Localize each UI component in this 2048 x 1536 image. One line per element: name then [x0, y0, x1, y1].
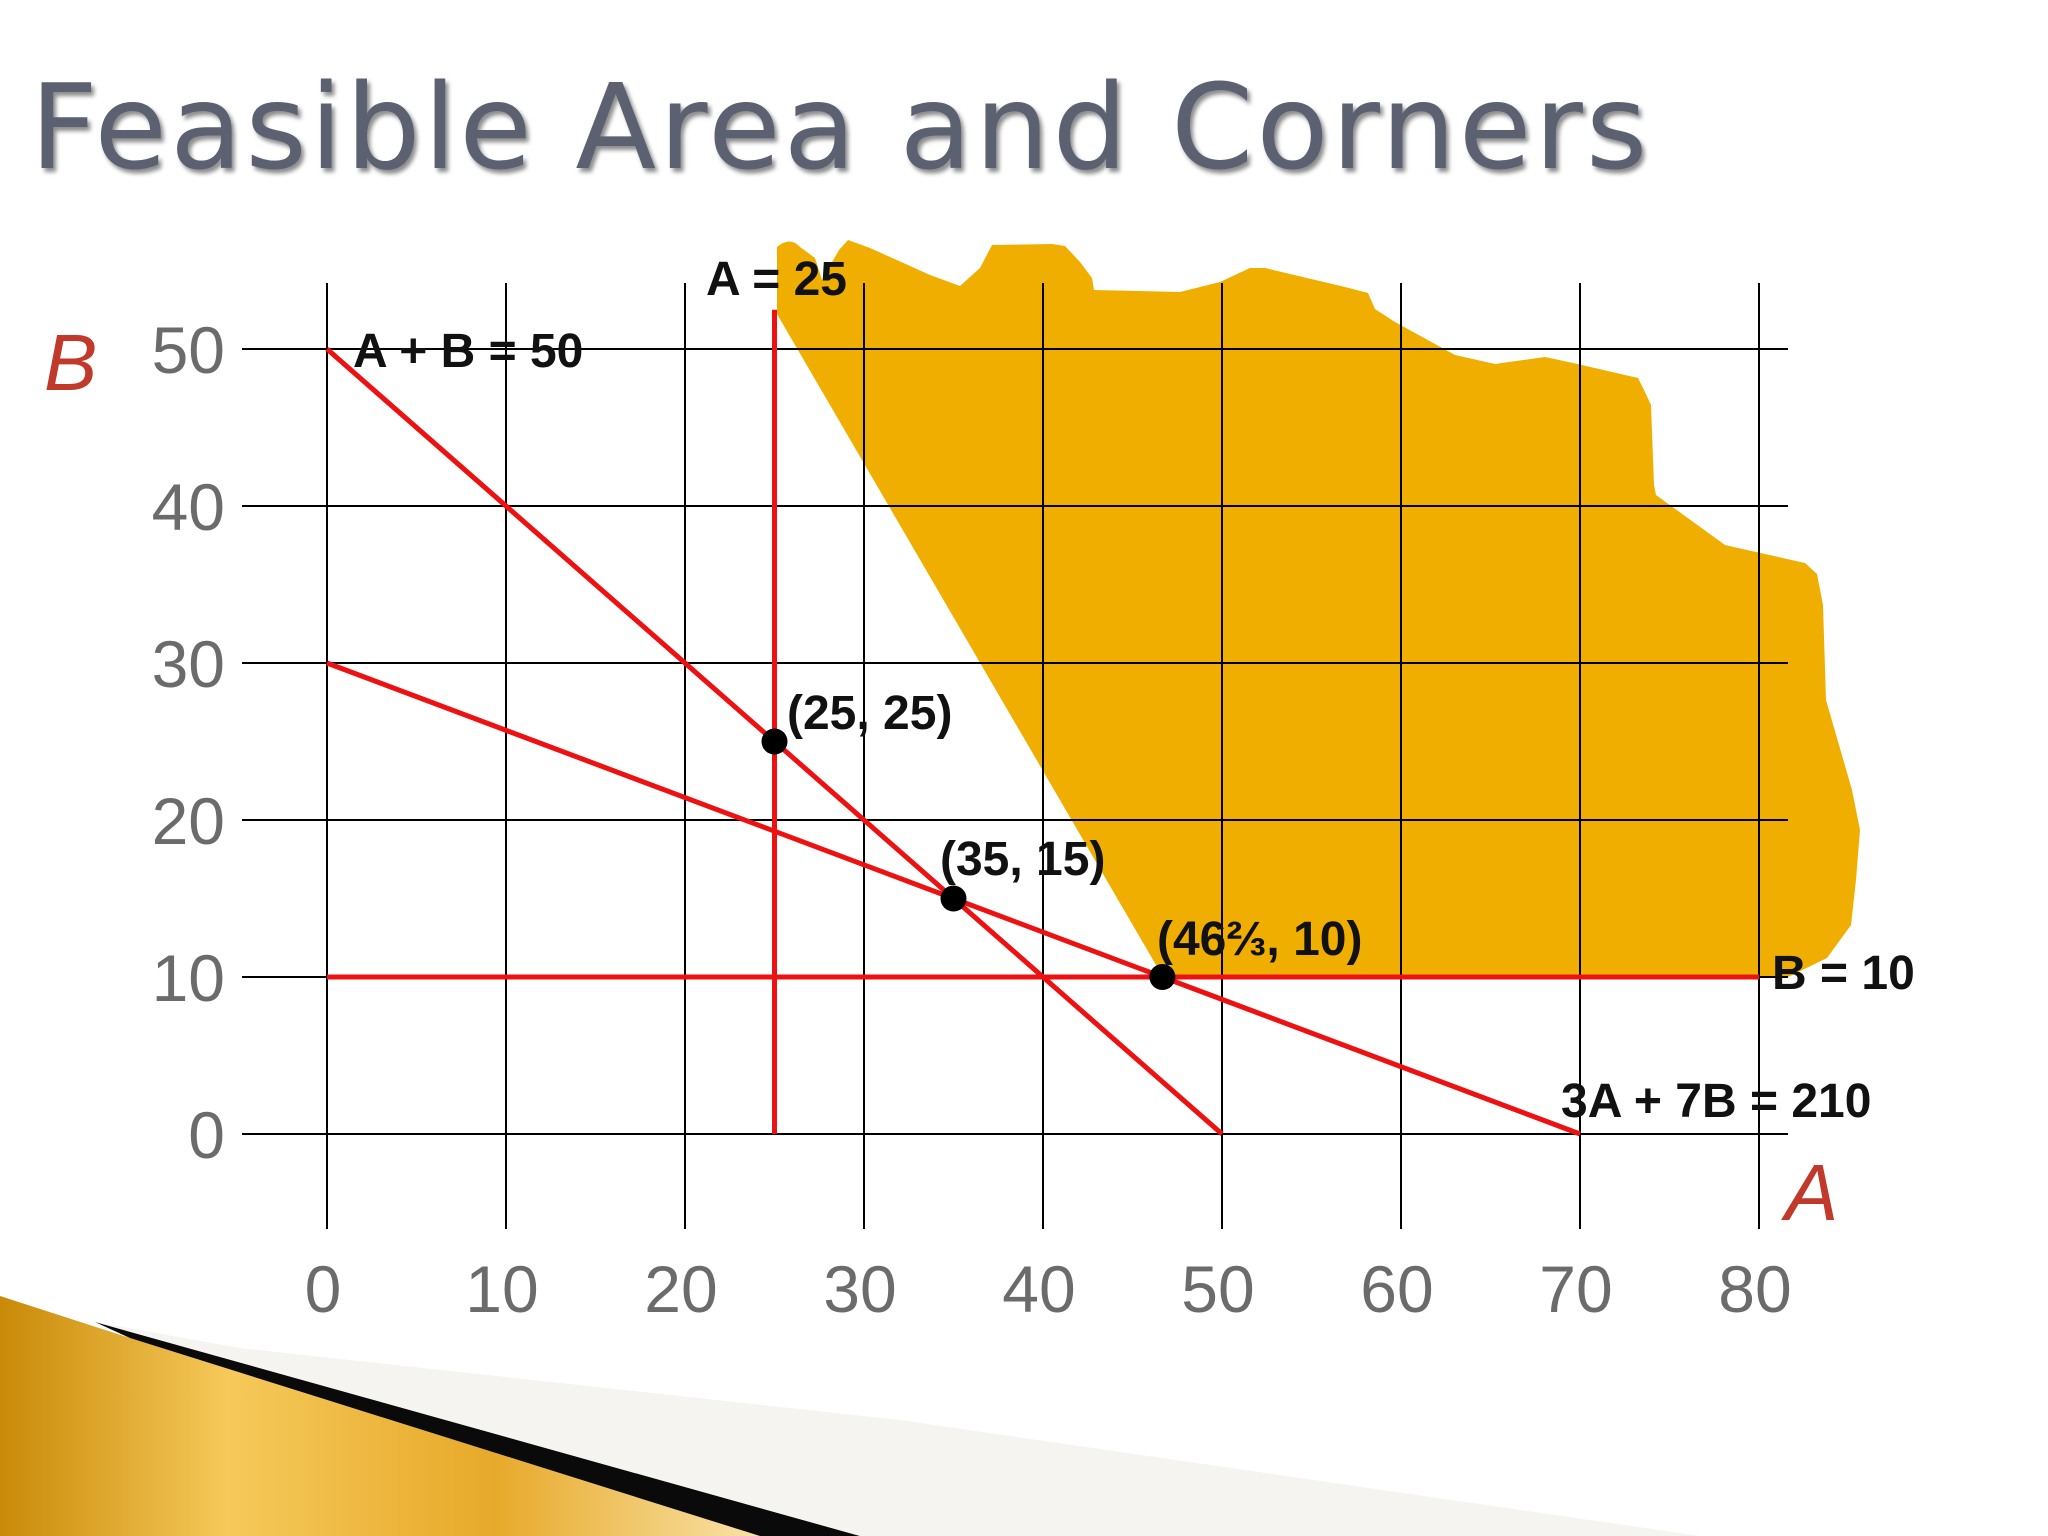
x-tick-label: 10: [465, 1252, 538, 1326]
x-tick-labels: 0 10 20 30 40 50 60 70 80: [305, 1252, 1792, 1326]
x-tick-label: 30: [823, 1252, 896, 1326]
x-tick-label: 60: [1360, 1252, 1433, 1326]
corner-label-35-15: (35, 15): [940, 833, 1105, 886]
y-tick-label: 0: [188, 1098, 225, 1172]
decorative-swoosh: [0, 1296, 1700, 1536]
x-axis-label: A: [1781, 1148, 1838, 1237]
annotations: A + B = 50 A = 25 B = 10 3A + 7B = 210 (…: [353, 253, 1915, 1128]
x-tick-label: 0: [305, 1252, 342, 1326]
y-axis-label: B: [44, 318, 97, 407]
corner-point: [940, 885, 967, 912]
y-tick-labels: 0 10 20 30 40 50: [152, 313, 225, 1172]
page-title: Feasible Area and Corners: [30, 58, 1651, 196]
x-tick-label: 80: [1718, 1252, 1791, 1326]
y-tick-label: 20: [152, 784, 225, 858]
y-tick-label: 50: [152, 313, 225, 387]
line-label-b-equals-10: B = 10: [1772, 947, 1915, 1000]
corner-points: [761, 728, 1176, 990]
x-tick-label: 40: [1002, 1252, 1075, 1326]
y-tick-label: 10: [152, 941, 225, 1015]
corner-point: [761, 728, 788, 755]
y-tick-label: 40: [152, 470, 225, 544]
line-label-3a-plus-7b: 3A + 7B = 210: [1561, 1075, 1871, 1128]
x-tick-label: 50: [1181, 1252, 1254, 1326]
line-label-a-equals-25: A = 25: [706, 253, 847, 306]
x-tick-label: 20: [644, 1252, 717, 1326]
corner-point: [1149, 964, 1176, 990]
feasible-region: [777, 240, 1860, 977]
corner-label-25-25: (25, 25): [787, 687, 952, 740]
corner-label-46-10: (46⅔, 10): [1157, 913, 1362, 966]
line-label-a-plus-b: A + B = 50: [353, 325, 583, 378]
y-tick-label: 30: [152, 627, 225, 701]
x-tick-label: 70: [1539, 1252, 1612, 1326]
